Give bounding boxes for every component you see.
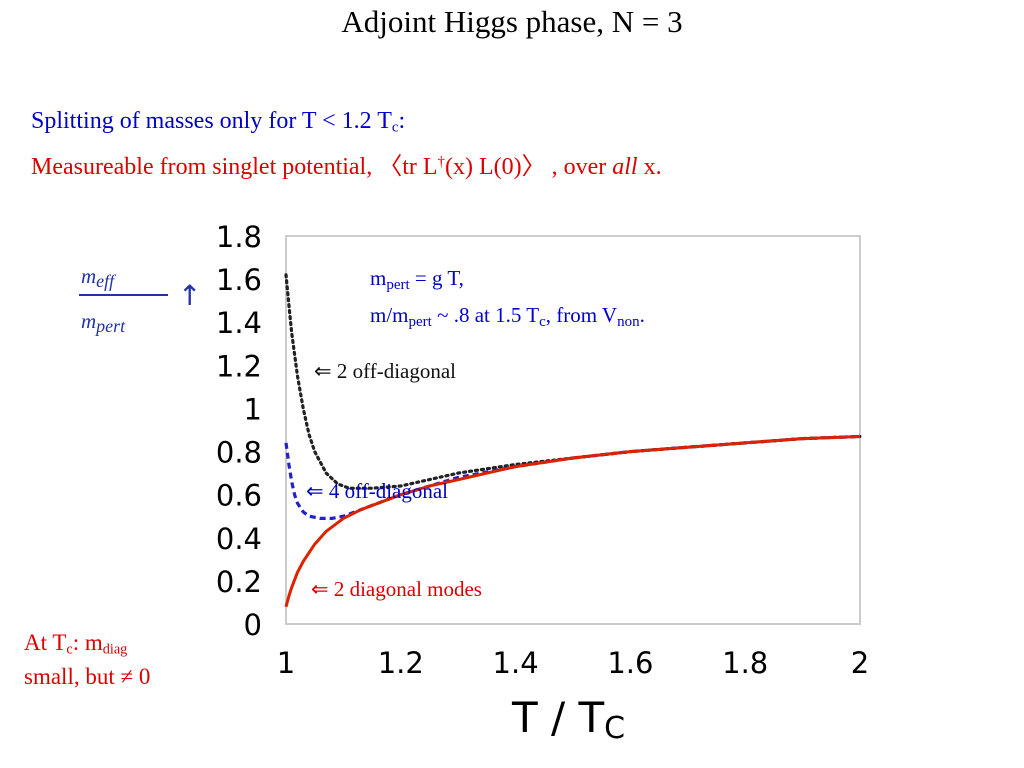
tc-note: At Tc: mdiag small, but ≠ 0 [24, 626, 150, 694]
mpert-annotation: mpert = g T, [370, 266, 464, 293]
off-diagonal-2-label: ⇐ 2 off-diagonal [314, 359, 456, 383]
plot-frame [285, 235, 861, 625]
x-tick-label: 1.2 [378, 646, 424, 680]
tc-note-a: At T [24, 630, 67, 655]
y-tick-label: 0.4 [216, 522, 262, 556]
splitting-end: : [398, 108, 406, 134]
x-tick-label: 1 [277, 646, 295, 680]
x-tick-label: 2 [851, 646, 869, 680]
x-tick-label: 1.6 [607, 646, 653, 680]
ylabel-denominator: mpert [81, 309, 126, 336]
all-emphasis: all [612, 154, 638, 180]
y-tick-label: 0 [244, 608, 262, 642]
tc-note-sub2: diag [102, 641, 128, 658]
tc-note-line2: small, but ≠ 0 [24, 664, 151, 689]
y-tick-label: 1.6 [216, 263, 262, 297]
y-tick-label: 1.8 [216, 220, 262, 254]
y-tick-label: 1.4 [216, 306, 262, 340]
measurable-post: (x) L(0)〉 , over [444, 154, 613, 180]
x-tick-label: 1.4 [493, 646, 539, 680]
off-diagonal-4-label: ⇐ 4 off-diagonal [306, 479, 448, 503]
tc-note-line1: At Tc: mdiag [24, 626, 150, 660]
y-tick-label: 1 [244, 392, 262, 426]
tc-note-b: : m [72, 630, 103, 655]
ylabel-numerator: meff [81, 264, 117, 291]
measurable-pre: Measureable from singlet potential, 〈tr … [31, 154, 438, 180]
y-tick-label: 1.2 [216, 349, 262, 383]
diagonal-modes-label: ⇐ 2 diagonal modes [311, 577, 482, 601]
up-arrow-icon: ↑ [178, 279, 201, 312]
x-tick-label: 1.8 [722, 646, 768, 680]
series-line-2 [284, 435, 861, 608]
series-line-1 [284, 434, 861, 520]
splitting-line: Splitting of masses only for T < 1.2 Tc: [31, 108, 405, 135]
measurable-line: Measureable from singlet potential, 〈tr … [31, 146, 662, 181]
tc-note-sub: c [66, 641, 73, 658]
slide-title: Adjoint Higgs phase, N = 3 [341, 4, 683, 39]
y-tick-label: 0.2 [216, 565, 262, 599]
splitting-text: Splitting of masses only for T < 1.2 T [31, 108, 392, 134]
measurable-end: x. [637, 154, 662, 180]
splitting-sub: c [391, 119, 399, 136]
ratio-annotation: m/mpert ~ .8 at 1.5 Tc, from Vnon. [370, 303, 645, 330]
y-tick-label: 0.6 [216, 479, 262, 513]
y-tick-label: 0.8 [216, 436, 262, 470]
x-tick-labels: 1 1.2 1.4 1.6 1.8 2 [277, 646, 869, 680]
series-lines [284, 273, 862, 608]
xlabel: T / TC [511, 693, 625, 746]
dagger-sup: † [437, 153, 445, 170]
y-tick-labels: 0 0.2 0.4 0.6 0.8 1 1.2 1.4 1.6 1.8 [216, 220, 262, 642]
